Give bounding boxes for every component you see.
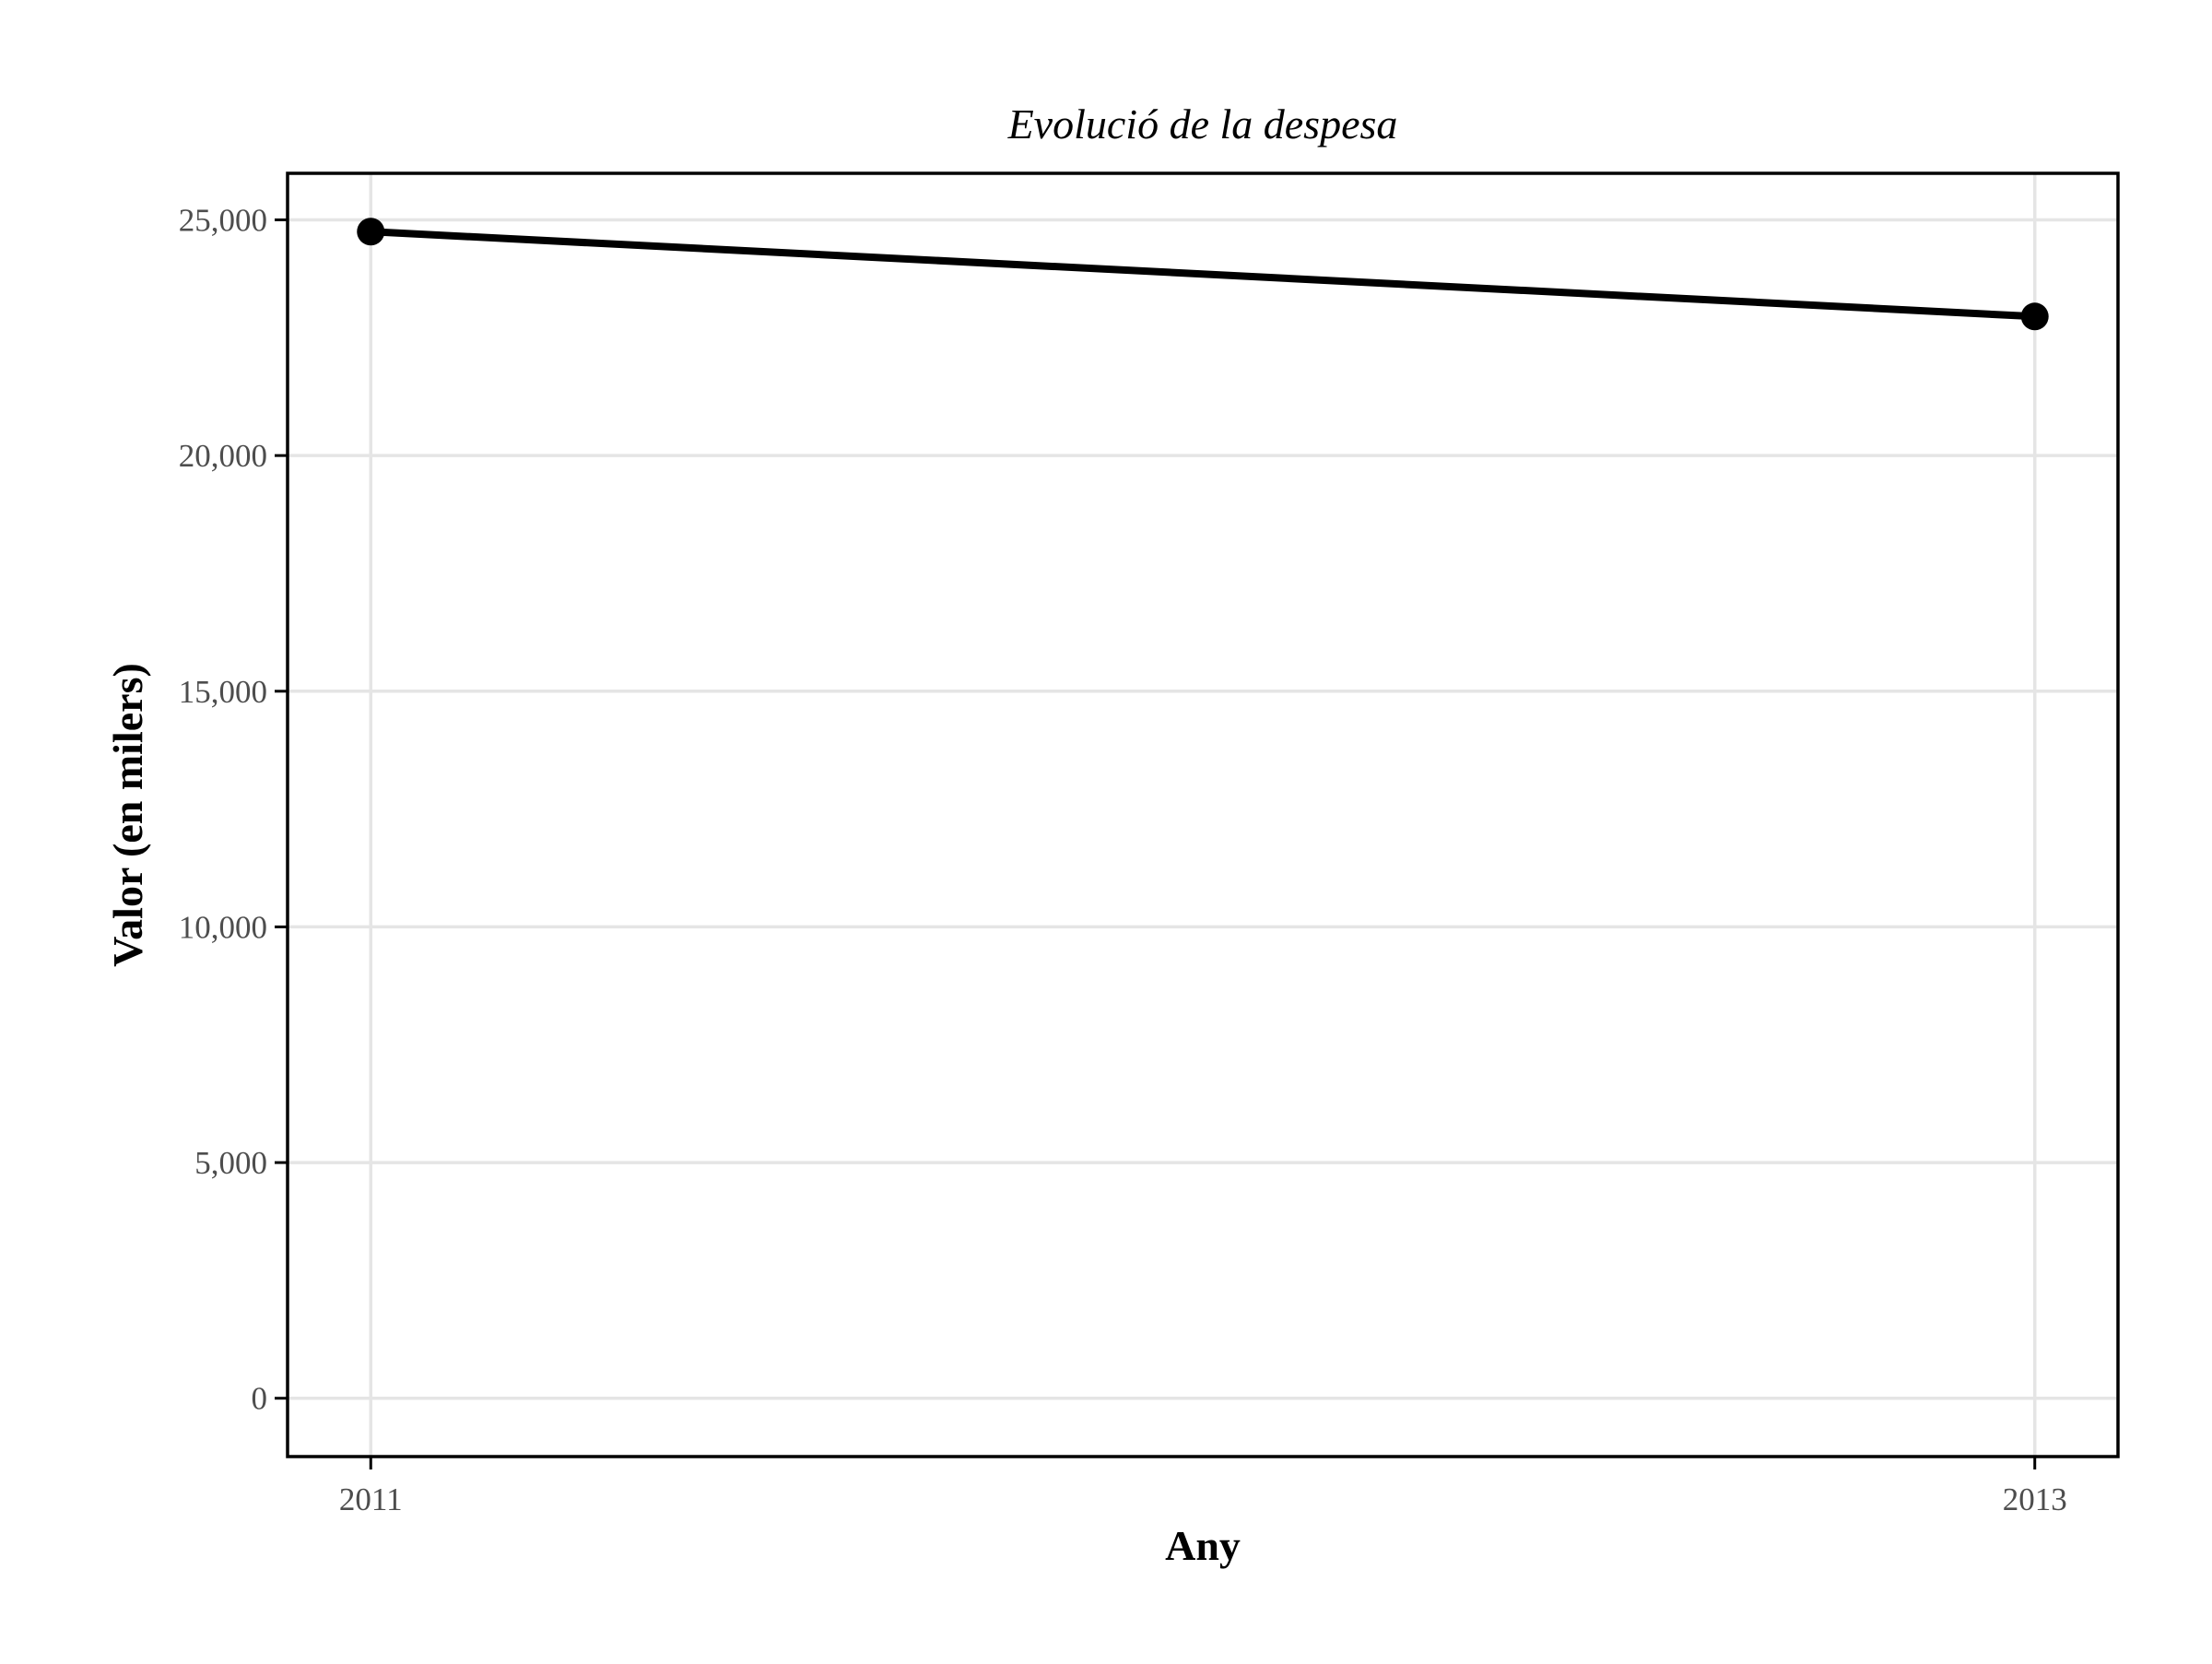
series-line bbox=[371, 228, 2035, 321]
y-tick-label: 25,000 bbox=[179, 202, 267, 238]
plot-panel-border bbox=[286, 171, 2120, 1458]
axes: 0 5,000 10,000 15,000 20,000 25,000 2011 2013 bbox=[179, 202, 2067, 1517]
y-tick-label: 20,000 bbox=[179, 438, 267, 474]
chart-title: Evolució de la despesa bbox=[1007, 100, 1398, 148]
data-point bbox=[2020, 302, 2049, 331]
y-tick-label: 0 bbox=[252, 1381, 268, 1417]
data-point bbox=[357, 218, 385, 246]
x-tick-label: 2011 bbox=[339, 1481, 403, 1517]
series-layer bbox=[357, 218, 2049, 331]
x-tick-label: 2013 bbox=[2003, 1481, 2067, 1517]
y-tick-label: 10,000 bbox=[179, 909, 267, 945]
y-tick-label: 15,000 bbox=[179, 674, 267, 710]
grid-lines bbox=[288, 173, 2118, 1457]
x-axis-title: Any bbox=[1165, 1522, 1241, 1569]
y-tick-label: 5,000 bbox=[194, 1145, 267, 1181]
y-axis-title: Valor (en milers) bbox=[104, 663, 151, 967]
